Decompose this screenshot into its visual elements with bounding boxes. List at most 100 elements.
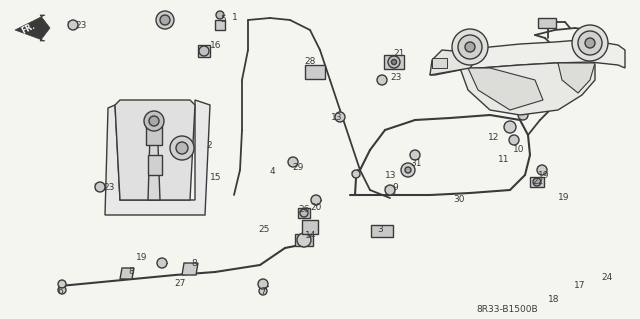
Bar (530, 177, 544, 187)
Text: 5: 5 (220, 16, 226, 25)
Polygon shape (120, 268, 134, 279)
Text: 23: 23 (390, 73, 401, 83)
Bar (538, 18, 556, 28)
Bar (432, 58, 447, 68)
Text: 18: 18 (548, 295, 559, 305)
Text: 1: 1 (232, 12, 237, 21)
Text: 10: 10 (513, 145, 525, 153)
Circle shape (392, 60, 397, 64)
Circle shape (149, 116, 159, 126)
Text: 2: 2 (206, 140, 212, 150)
Circle shape (452, 29, 488, 65)
Circle shape (297, 233, 311, 247)
Polygon shape (115, 100, 195, 200)
Text: 13: 13 (385, 170, 397, 180)
Text: 8: 8 (191, 259, 196, 269)
Circle shape (518, 110, 528, 120)
Bar (371, 225, 393, 237)
Text: 11: 11 (498, 154, 509, 164)
Bar (198, 45, 210, 57)
Circle shape (311, 195, 321, 205)
Text: 14: 14 (305, 232, 316, 241)
Bar (302, 220, 318, 234)
Bar (295, 234, 313, 246)
Circle shape (388, 56, 400, 68)
Text: 22: 22 (532, 177, 543, 187)
Text: 19: 19 (538, 170, 550, 180)
Polygon shape (15, 15, 50, 41)
Circle shape (352, 170, 360, 178)
Circle shape (199, 46, 209, 56)
Circle shape (258, 279, 268, 289)
Bar (148, 155, 162, 175)
Text: 24: 24 (601, 273, 612, 283)
Circle shape (288, 157, 298, 167)
Circle shape (95, 182, 105, 192)
Polygon shape (558, 63, 595, 93)
Text: 27: 27 (174, 278, 186, 287)
Circle shape (405, 167, 411, 173)
Text: 8: 8 (128, 268, 134, 277)
Text: 15: 15 (210, 173, 221, 182)
Text: 21: 21 (393, 49, 404, 58)
Text: 13: 13 (331, 114, 342, 122)
Text: FR.: FR. (20, 21, 36, 35)
Polygon shape (460, 63, 595, 115)
Text: 28: 28 (304, 57, 316, 66)
Text: 3: 3 (377, 225, 383, 234)
Bar (215, 20, 225, 30)
Circle shape (216, 11, 224, 19)
Circle shape (335, 112, 345, 122)
Circle shape (537, 165, 547, 175)
Text: 12: 12 (488, 133, 499, 143)
Text: 19: 19 (558, 194, 570, 203)
Text: 4: 4 (270, 167, 276, 176)
Text: 6: 6 (57, 286, 63, 295)
Text: 19: 19 (136, 254, 147, 263)
Polygon shape (468, 68, 543, 110)
Circle shape (58, 280, 66, 288)
Circle shape (68, 20, 78, 30)
Circle shape (377, 75, 387, 85)
Circle shape (591, 28, 599, 36)
Text: 25: 25 (258, 226, 269, 234)
Bar (298, 208, 310, 218)
Polygon shape (148, 135, 160, 200)
Circle shape (300, 209, 308, 217)
Circle shape (504, 121, 516, 133)
Circle shape (509, 135, 519, 145)
Text: 29: 29 (292, 162, 303, 172)
Polygon shape (430, 40, 625, 75)
Circle shape (157, 258, 167, 268)
Circle shape (385, 185, 395, 195)
Text: 16: 16 (210, 41, 221, 49)
Text: 23: 23 (75, 20, 86, 29)
Circle shape (410, 150, 420, 160)
Circle shape (465, 42, 475, 52)
Text: 23: 23 (103, 183, 115, 192)
Circle shape (458, 35, 482, 59)
Text: 8R33-B1500B: 8R33-B1500B (476, 306, 538, 315)
Text: 31: 31 (410, 159, 422, 167)
Text: 17: 17 (574, 280, 586, 290)
Circle shape (170, 136, 194, 160)
Bar (305, 65, 325, 79)
Circle shape (533, 178, 541, 186)
Circle shape (259, 287, 267, 295)
Polygon shape (430, 50, 476, 75)
Text: 9: 9 (392, 183, 397, 192)
Text: 7: 7 (260, 286, 266, 295)
Circle shape (156, 11, 174, 29)
Polygon shape (105, 100, 210, 215)
Circle shape (585, 38, 595, 48)
Text: 20: 20 (310, 203, 321, 211)
Bar (384, 55, 404, 69)
Text: 30: 30 (453, 195, 465, 204)
Circle shape (603, 45, 613, 55)
Circle shape (176, 142, 188, 154)
Polygon shape (146, 125, 162, 145)
Polygon shape (182, 263, 198, 275)
Circle shape (58, 286, 66, 294)
Circle shape (144, 111, 164, 131)
Circle shape (578, 31, 602, 55)
